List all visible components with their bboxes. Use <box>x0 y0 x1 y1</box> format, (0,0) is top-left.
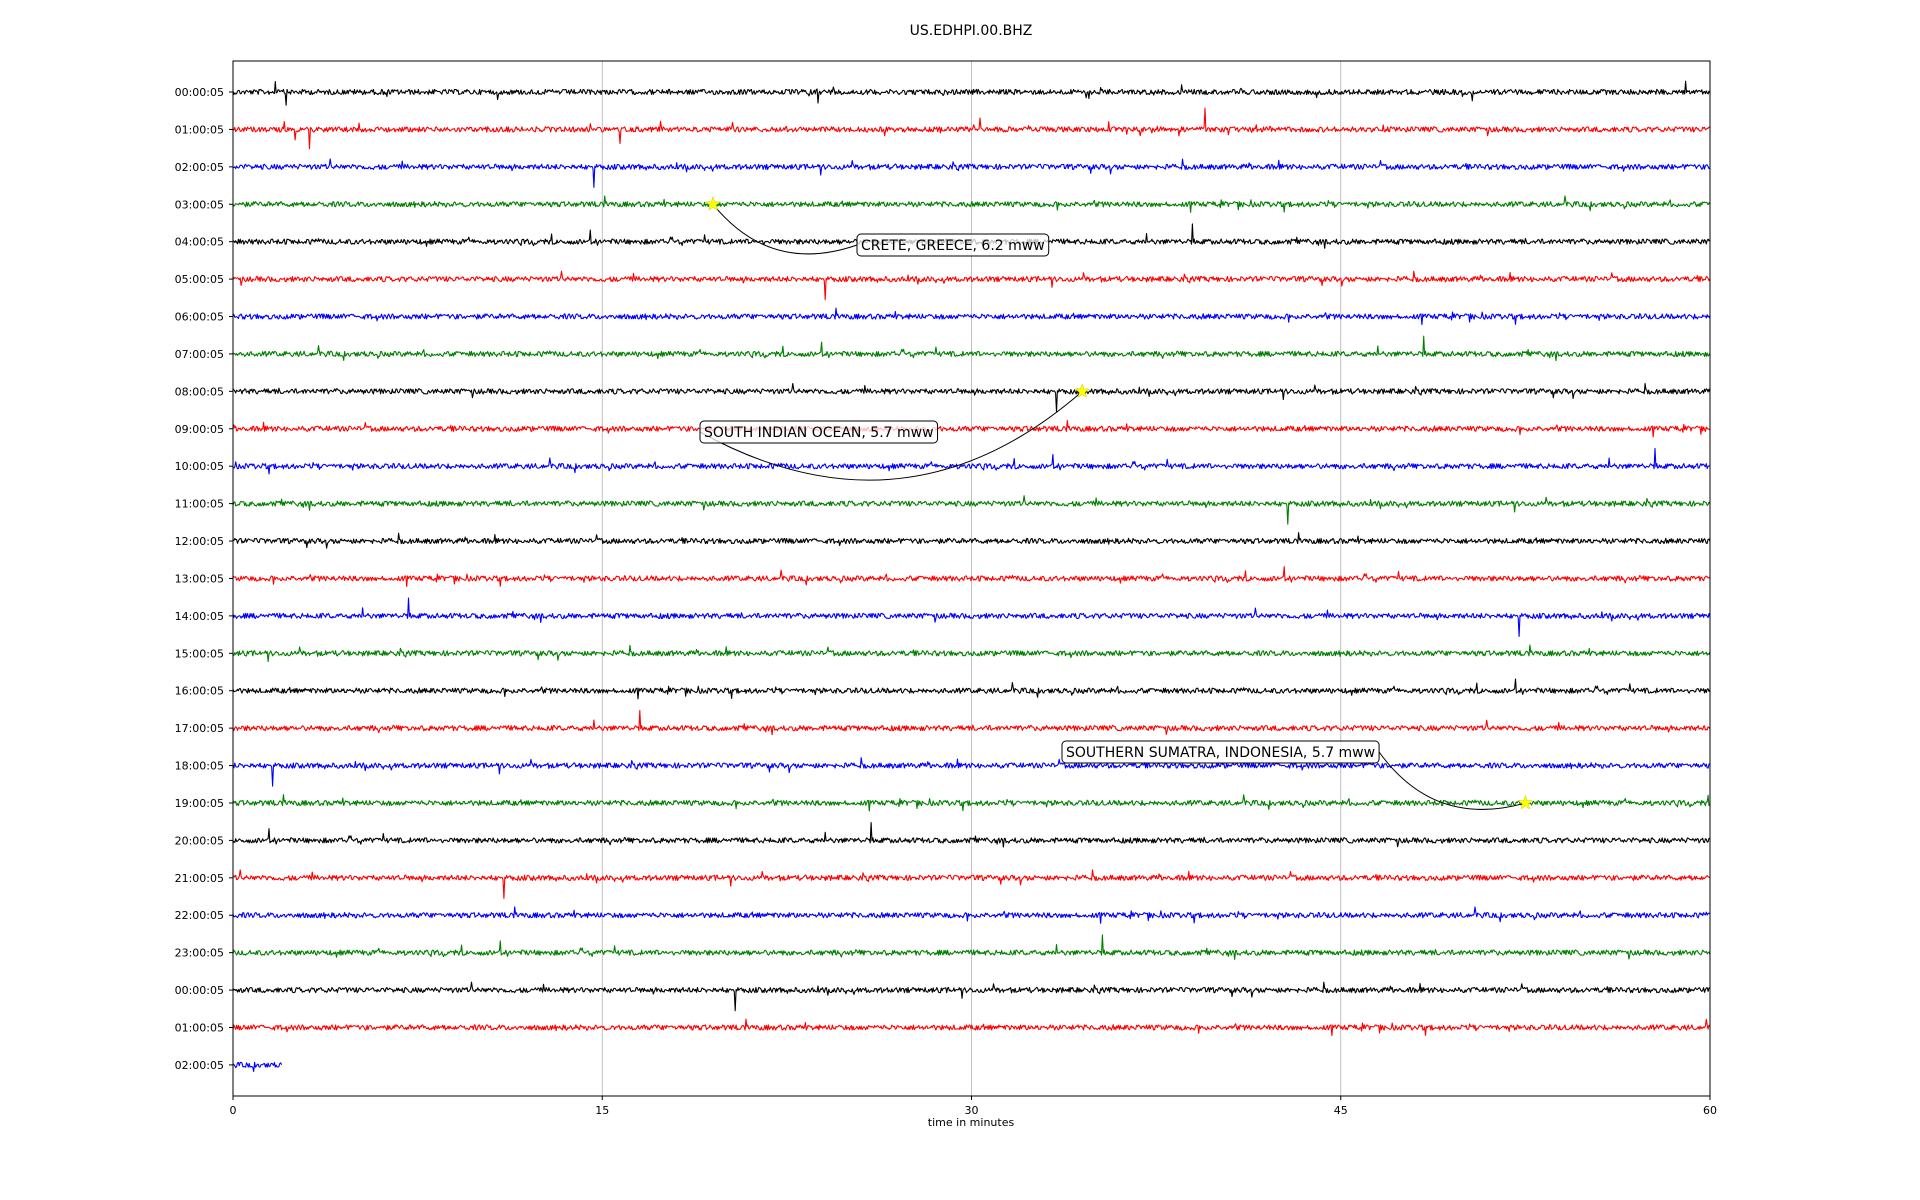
trace-layer <box>232 80 1711 1072</box>
trace-row-13 <box>232 566 1710 588</box>
trace-row-26 <box>232 1061 283 1072</box>
trace-row-5 <box>232 270 1711 301</box>
row-label-23: 23:00:05 <box>175 947 224 960</box>
x-tick-label-0: 0 <box>230 1104 237 1117</box>
row-label-layer: 00:00:05 01:00:05 02:00:05 03:00:05 04:00:05… <box>175 86 233 1072</box>
row-label-13: 13:00:05 <box>175 572 224 585</box>
row-label-14: 14:00:05 <box>175 610 224 623</box>
x-tick-layer: 0 15 30 45 60 <box>230 1096 1717 1117</box>
x-tick-label-15: 15 <box>595 1104 609 1117</box>
event-connector-0 <box>712 203 858 255</box>
row-label-3: 03:00:05 <box>175 198 224 211</box>
trace-row-11 <box>232 495 1711 525</box>
row-label-18: 18:00:05 <box>175 760 224 773</box>
row-label-19: 19:00:05 <box>175 797 224 810</box>
row-label-6: 06:00:05 <box>175 311 224 324</box>
trace-row-9 <box>232 419 1711 438</box>
row-label-21: 21:00:05 <box>175 872 224 885</box>
event-star-2 <box>1517 794 1534 810</box>
event-connector-2 <box>1378 751 1526 810</box>
row-label-16: 16:00:05 <box>175 685 224 698</box>
row-label-8: 08:00:05 <box>175 385 224 398</box>
trace-row-14 <box>232 597 1711 638</box>
row-label-12: 12:00:05 <box>175 535 224 548</box>
row-label-9: 09:00:05 <box>175 423 224 436</box>
row-label-10: 10:00:05 <box>175 460 224 473</box>
trace-row-6 <box>232 307 1711 326</box>
row-label-26: 02:00:05 <box>175 1059 224 1072</box>
row-label-5: 05:00:05 <box>175 273 224 286</box>
annotation-layer: CRETE, GREECE, 6.2 mww SOUTH INDIAN OCEAN… <box>699 196 1534 810</box>
trace-row-3 <box>232 195 1711 213</box>
row-label-1: 01:00:05 <box>175 123 224 136</box>
row-label-22: 22:00:05 <box>175 909 224 922</box>
x-tick-label-60: 60 <box>1703 1104 1717 1117</box>
row-label-25: 01:00:05 <box>175 1022 224 1035</box>
trace-row-0 <box>232 80 1711 106</box>
trace-row-23 <box>232 934 1711 960</box>
trace-row-12 <box>232 532 1711 549</box>
event-box-0 <box>856 233 1050 257</box>
row-label-17: 17:00:05 <box>175 722 224 735</box>
row-label-2: 02:00:05 <box>175 161 224 174</box>
row-label-15: 15:00:05 <box>175 647 224 660</box>
event-label-0: CRETE, GREECE, 6.2 mww <box>861 238 1045 254</box>
trace-row-17 <box>232 709 1711 736</box>
row-label-0: 00:00:05 <box>175 86 224 99</box>
event-box-2 <box>1061 740 1380 764</box>
event-label-2: SOUTHERN SUMATRA, INDONESIA, 5.7 mww <box>1066 745 1375 761</box>
trace-row-7 <box>232 335 1711 362</box>
x-tick-label-45: 45 <box>1334 1104 1348 1117</box>
event-box-1 <box>699 420 939 444</box>
x-axis-label: time in minutes <box>928 1116 1015 1129</box>
trace-row-16 <box>232 678 1711 700</box>
row-label-24: 00:00:05 <box>175 984 224 997</box>
trace-row-19 <box>232 794 1711 812</box>
chart-title: US.EDHPI.00.BHZ <box>910 23 1033 39</box>
row-label-4: 04:00:05 <box>175 236 224 249</box>
event-star-1 <box>1074 383 1091 399</box>
row-label-11: 11:00:05 <box>175 498 224 511</box>
trace-row-24 <box>232 981 1711 1012</box>
trace-row-10 <box>232 447 1711 475</box>
trace-row-21 <box>232 869 1711 899</box>
trace-row-20 <box>232 822 1711 848</box>
trace-row-18 <box>232 757 1711 787</box>
row-label-7: 07:00:05 <box>175 348 224 361</box>
trace-row-25 <box>232 1018 1711 1037</box>
event-star-0 <box>705 196 721 211</box>
event-label-1: SOUTH INDIAN OCEAN, 5.7 mww <box>704 425 934 441</box>
row-label-20: 20:00:05 <box>175 834 224 847</box>
trace-row-8 <box>232 382 1711 413</box>
trace-row-1 <box>232 107 1711 150</box>
trace-row-2 <box>232 158 1711 188</box>
trace-row-15 <box>232 644 1711 663</box>
x-tick-label-30: 30 <box>965 1104 979 1117</box>
event-connector-1 <box>699 390 1083 481</box>
trace-row-22 <box>232 906 1711 924</box>
